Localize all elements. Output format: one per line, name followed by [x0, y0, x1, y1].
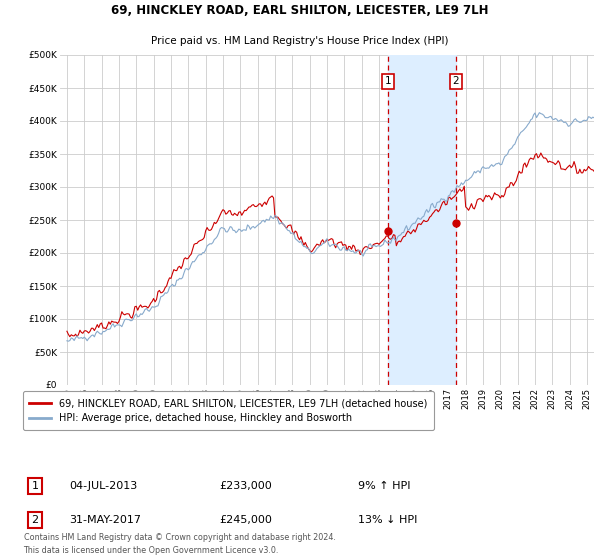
Text: 31-MAY-2017: 31-MAY-2017 — [70, 515, 142, 525]
Text: 2: 2 — [452, 76, 459, 86]
Legend: 69, HINCKLEY ROAD, EARL SHILTON, LEICESTER, LE9 7LH (detached house), HPI: Avera: 69, HINCKLEY ROAD, EARL SHILTON, LEICEST… — [23, 391, 434, 430]
Text: 9% ↑ HPI: 9% ↑ HPI — [358, 481, 410, 491]
Text: 2: 2 — [31, 515, 38, 525]
Text: Price paid vs. HM Land Registry's House Price Index (HPI): Price paid vs. HM Land Registry's House … — [151, 36, 449, 46]
Text: Contains HM Land Registry data © Crown copyright and database right 2024.
This d: Contains HM Land Registry data © Crown c… — [23, 533, 335, 556]
Bar — [388, 55, 455, 385]
Text: 69, HINCKLEY ROAD, EARL SHILTON, LEICESTER, LE9 7LH: 69, HINCKLEY ROAD, EARL SHILTON, LEICEST… — [111, 4, 489, 17]
Text: 13% ↓ HPI: 13% ↓ HPI — [358, 515, 417, 525]
Text: 04-JUL-2013: 04-JUL-2013 — [70, 481, 138, 491]
Text: 1: 1 — [385, 76, 391, 86]
Text: £233,000: £233,000 — [220, 481, 272, 491]
Text: £245,000: £245,000 — [220, 515, 272, 525]
Text: 1: 1 — [32, 481, 38, 491]
